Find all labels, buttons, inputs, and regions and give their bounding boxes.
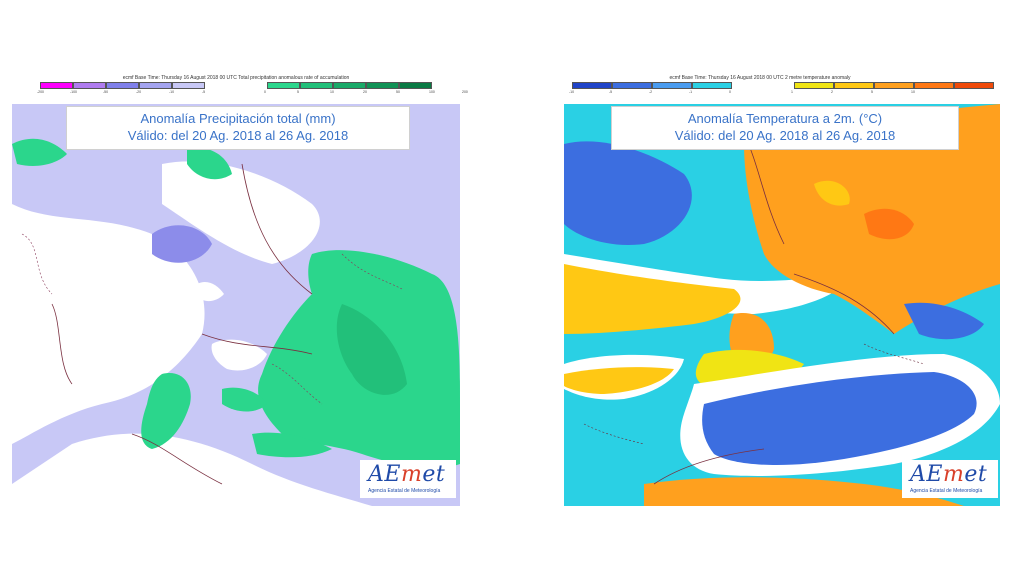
aemet-logo: AEmet Agencia Estatal de Meteorología: [902, 460, 998, 498]
legend-tick-label: -10: [169, 90, 175, 94]
legend-swatch: [572, 82, 612, 89]
legend-tick-label: -10: [569, 90, 575, 94]
legend-swatch: [399, 82, 432, 89]
legend-tick-label: -5: [609, 90, 613, 94]
map-title-box: Anomalía Precipitación total (mm) Válido…: [66, 106, 410, 150]
legend-tick-label: -2: [649, 90, 653, 94]
legend-swatch: [612, 82, 652, 89]
map-header-text: ecmf Base Time: Thursday 16 August 2018 …: [669, 75, 851, 81]
legend-tick-label: 10: [911, 90, 915, 94]
legend-tick-label: -100: [70, 90, 78, 94]
precipitation-map: Anomalía Precipitación total (mm) Válido…: [12, 104, 460, 506]
temperature-map: Anomalía Temperatura a 2m. (°C) Válido: …: [564, 104, 1000, 506]
legend-swatch: [914, 82, 954, 89]
legend-swatch: [300, 82, 333, 89]
legend-swatch: [139, 82, 172, 89]
map-title: Anomalía Temperatura a 2m. (°C): [687, 111, 883, 126]
map-title: Anomalía Precipitación total (mm): [140, 111, 336, 126]
logo-wordmark: AEmet: [368, 462, 446, 487]
legend-swatch: [874, 82, 914, 89]
legend-swatch: [834, 82, 874, 89]
legend-tick-label: 1: [791, 90, 793, 94]
aemet-logo: AEmet Agencia Estatal de Meteorología: [360, 460, 456, 498]
legend-swatch: [106, 82, 139, 89]
map-validity: Válido: del 20 Ag. 2018 al 26 Ag. 2018: [674, 128, 896, 143]
logo-subtitle: Agencia Estatal de Meteorología: [910, 488, 983, 494]
legend-tick-label: 2: [831, 90, 833, 94]
logo-subtitle: Agencia Estatal de Meteorología: [368, 488, 441, 494]
legend-tick-label: 200: [462, 90, 468, 94]
map-header: ecmf Base Time: Thursday 16 August 2018 …: [520, 74, 1000, 104]
legend-tick-label: 10: [330, 90, 334, 94]
legend-swatch: [366, 82, 399, 89]
logo-wordmark: AEmet: [910, 462, 988, 487]
map-title-box: Anomalía Temperatura a 2m. (°C) Válido: …: [611, 106, 959, 150]
legend-swatch: [267, 82, 300, 89]
legend-swatch: [794, 82, 834, 89]
legend-tick-label: -200: [37, 90, 45, 94]
legend-tick-label: 20: [363, 90, 367, 94]
legend-swatch: [692, 82, 732, 89]
legend-swatch: [333, 82, 366, 89]
legend-swatch: [73, 82, 106, 89]
legend-tick-label: 5: [871, 90, 873, 94]
legend-tick-label: -1: [689, 90, 693, 94]
legend-tick-label: 0: [729, 90, 731, 94]
map-header-text: ecmf Base Time: Thursday 16 August 2018 …: [122, 75, 350, 81]
map-validity: Válido: del 20 Ag. 2018 al 26 Ag. 2018: [127, 128, 349, 143]
legend-tick-label: -20: [136, 90, 142, 94]
legend-tick-label: 0: [264, 90, 266, 94]
legend-tick-label: 5: [297, 90, 299, 94]
legend-tick-label: -50: [103, 90, 109, 94]
legend-swatch: [172, 82, 205, 89]
legend-swatch: [652, 82, 692, 89]
legend-tick-label: 100: [429, 90, 435, 94]
legend-swatch: [40, 82, 73, 89]
precipitation-anomaly-map-panel: ecmf Base Time: Thursday 16 August 2018 …: [12, 74, 468, 506]
map-header: ecmf Base Time: Thursday 16 August 2018 …: [12, 74, 468, 104]
temperature-anomaly-map-panel: ecmf Base Time: Thursday 16 August 2018 …: [520, 74, 1000, 506]
legend-tick-label: 50: [396, 90, 400, 94]
legend-swatch: [954, 82, 994, 89]
legend-tick-label: -5: [202, 90, 206, 94]
